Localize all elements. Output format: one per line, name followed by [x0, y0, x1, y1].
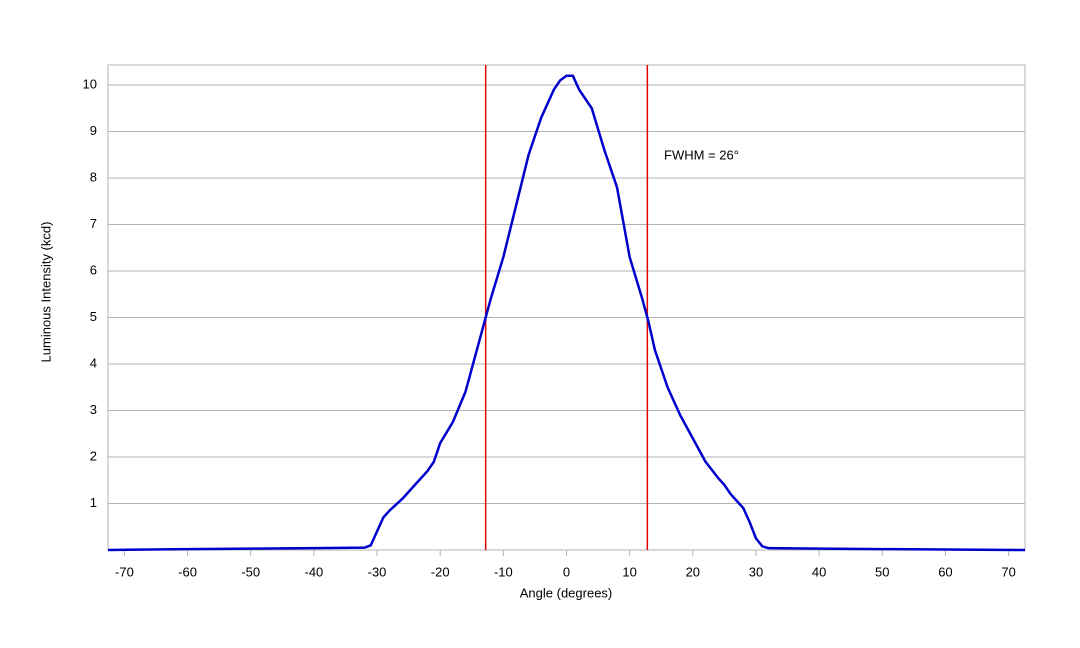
y-tick-label: 3	[90, 402, 97, 417]
x-tick-label: 40	[812, 564, 826, 579]
plot-area	[107, 64, 1026, 551]
x-tick-label: -40	[304, 564, 323, 579]
intensity-line	[107, 74, 1026, 552]
y-tick-label: 5	[90, 309, 97, 324]
y-tick-label: 1	[90, 495, 97, 510]
x-tick-label: -70	[115, 564, 134, 579]
annotation: FWHM = 26°	[664, 147, 739, 162]
x-tick-label: -10	[494, 564, 513, 579]
y-tick-label: 7	[90, 216, 97, 231]
x-tick-label: 10	[622, 564, 636, 579]
x-tick-label: 30	[749, 564, 763, 579]
x-tick-label: 0	[563, 564, 570, 579]
y-tick-label: 10	[83, 76, 97, 91]
x-axis-title: Angle (degrees)	[520, 585, 613, 600]
y-tick-label: 4	[90, 355, 97, 370]
y-tick-label: 8	[90, 169, 97, 184]
x-tick-label: 50	[875, 564, 889, 579]
x-tick-label: -20	[431, 564, 450, 579]
y-tick-label: 9	[90, 123, 97, 138]
x-tick-label: 70	[1001, 564, 1015, 579]
x-tick-label: -60	[178, 564, 197, 579]
x-tick-label: -50	[241, 564, 260, 579]
x-tick-label: 60	[938, 564, 952, 579]
y-tick-label: 6	[90, 262, 97, 277]
x-tick-label: -30	[368, 564, 387, 579]
y-axis-title: Luminous Intensity (kcd)	[38, 222, 53, 363]
y-tick-label: 2	[90, 448, 97, 463]
x-tick-label: 20	[686, 564, 700, 579]
